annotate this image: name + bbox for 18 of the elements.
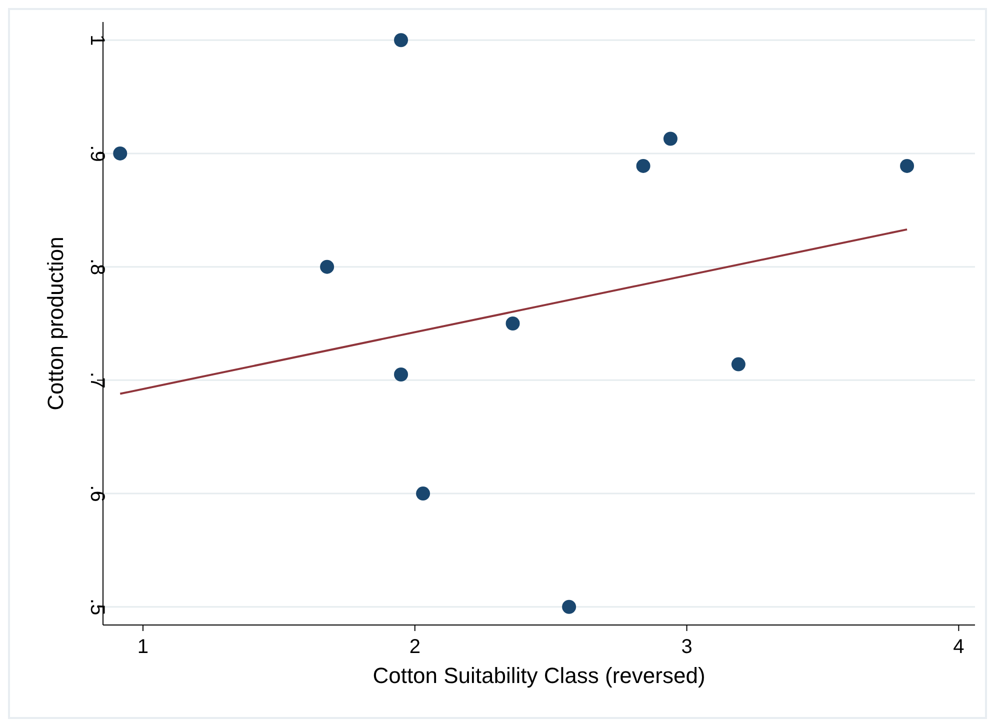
point [394, 368, 408, 382]
point [394, 33, 408, 48]
y-tick-label: .7 [86, 372, 108, 389]
point [506, 316, 520, 330]
x-tick-label: 2 [409, 636, 420, 658]
point [663, 132, 678, 146]
point [636, 158, 650, 173]
point [731, 357, 746, 372]
x-tick-label: 4 [953, 636, 964, 658]
y-axis-title: Cotton production [43, 236, 68, 410]
point [320, 260, 334, 274]
x-tick-label: 3 [681, 636, 692, 658]
point [113, 146, 128, 160]
point [562, 600, 576, 614]
point [416, 486, 430, 501]
x-axis-title: Cotton Suitability Class (reversed) [372, 663, 706, 688]
x-tick-label: 1 [137, 636, 149, 658]
point [900, 158, 914, 173]
